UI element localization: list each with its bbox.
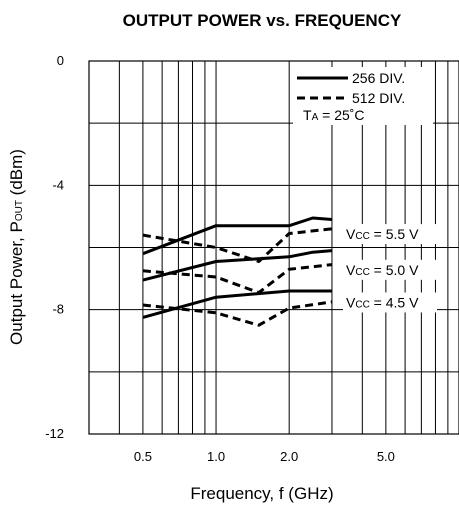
legend: 256 DIV. 512 DIV. TA = 25˚C xyxy=(293,67,433,125)
vcc-label: VCC = 4.5 V xyxy=(346,294,419,310)
temperature-condition: TA = 25˚C xyxy=(303,107,365,123)
y-tick-label: -4 xyxy=(52,177,64,192)
series-line-dashed xyxy=(142,300,333,327)
x-tick-label: 1.0 xyxy=(207,449,225,464)
vcc-label: VCC = 5.0 V xyxy=(346,262,419,278)
y-tick-label: 0 xyxy=(57,53,64,68)
series-line-solid xyxy=(142,289,332,319)
chart-series xyxy=(142,216,333,327)
vcc-label-background xyxy=(343,259,437,280)
x-tick-label: 0.5 xyxy=(134,449,152,464)
y-axis-title: Output Power, POUT (dBm) xyxy=(7,149,26,345)
x-tick-labels: 0.5 1.0 2.0 5.0 xyxy=(134,449,395,464)
chart-title: OUTPUT POWER vs. FREQUENCY xyxy=(123,11,402,30)
series-line-dashed xyxy=(142,263,333,295)
y-tick-labels: 0 -4 -8 -12 xyxy=(45,53,64,441)
y-tick-label: -8 xyxy=(52,302,64,317)
y-tick-label: -12 xyxy=(45,426,64,441)
series-line-solid xyxy=(142,249,333,282)
legend-label-512: 512 DIV. xyxy=(352,90,405,106)
vcc-labels: VCC = 5.5 V VCC = 5.0 V VCC = 4.5 V xyxy=(343,224,437,313)
series-line-solid xyxy=(142,216,333,256)
plot-frame xyxy=(88,60,459,435)
vcc-label-background xyxy=(343,224,437,245)
legend-label-256: 256 DIV. xyxy=(352,70,405,86)
series-line-dashed xyxy=(142,227,333,263)
x-axis-title: Frequency, f (GHz) xyxy=(190,484,333,503)
vcc-label: VCC = 5.5 V xyxy=(346,226,419,242)
vcc-label-background xyxy=(343,292,437,313)
x-tick-label: 5.0 xyxy=(377,449,395,464)
x-tick-label: 2.0 xyxy=(280,449,298,464)
